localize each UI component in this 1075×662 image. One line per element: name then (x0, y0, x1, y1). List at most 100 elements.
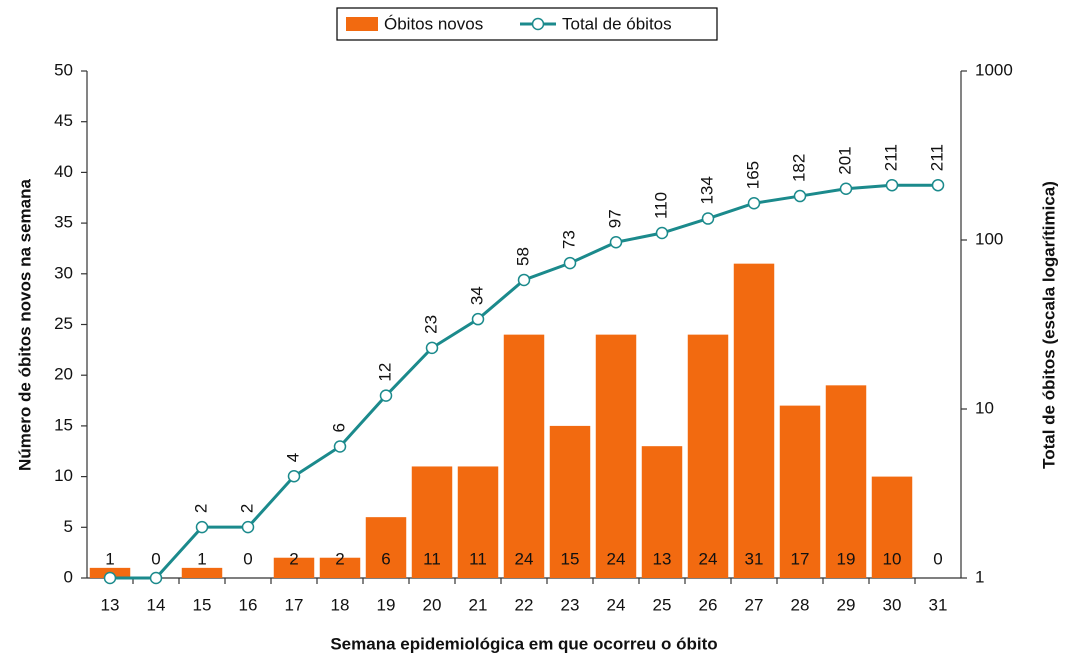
x-tick-label: 26 (699, 595, 718, 614)
x-tick-label: 31 (929, 595, 948, 614)
y-tick-label: 15 (54, 415, 73, 434)
line-value-label: 134 (697, 176, 716, 204)
line-value-label: 6 (329, 423, 348, 432)
x-tick-label: 21 (469, 595, 488, 614)
line-point (655, 226, 669, 240)
line-value-label: 2 (237, 504, 256, 513)
bar-value-label: 11 (469, 549, 487, 568)
x-tick-label: 22 (515, 595, 534, 614)
x-tick-label: 27 (745, 595, 764, 614)
bar (825, 385, 867, 578)
line-value-label: 58 (513, 247, 532, 266)
line-value-label: 73 (559, 230, 578, 249)
bar-value-label: 1 (197, 549, 206, 568)
bar-value-label: 2 (289, 549, 298, 568)
line-point (931, 178, 945, 192)
line-point (241, 520, 255, 534)
y-tick-label: 5 (64, 517, 73, 536)
bar (595, 334, 637, 578)
bar-value-label: 24 (607, 549, 626, 568)
y2-tick-label: 10 (975, 398, 994, 417)
bar-value-label: 11 (423, 549, 441, 568)
bar-value-label: 10 (883, 549, 902, 568)
line-point (793, 189, 807, 203)
line-value-label: 23 (421, 315, 440, 334)
x-tick-label: 17 (285, 595, 304, 614)
x-tick-label: 18 (331, 595, 350, 614)
y2-axis-label: Total de óbitos (escala logarítimica) (1039, 181, 1058, 469)
line-value-label: 201 (835, 146, 854, 174)
line-point (563, 256, 577, 270)
bar-value-label: 2 (335, 549, 344, 568)
legend-label: Óbitos novos (384, 14, 483, 33)
line-point (609, 235, 623, 249)
bar-value-label: 17 (791, 549, 810, 568)
bar (733, 263, 775, 578)
line-point (287, 470, 301, 483)
line-point (517, 273, 531, 287)
y-tick-label: 0 (64, 567, 73, 586)
y-tick-label: 10 (54, 466, 73, 485)
bar-value-label: 13 (653, 549, 672, 568)
line-value-label: 182 (789, 154, 808, 182)
bar (687, 334, 729, 578)
y-axis-label: Número de óbitos novos na semana (15, 179, 34, 471)
x-tick-label: 29 (837, 595, 856, 614)
y-tick-label: 25 (54, 314, 73, 333)
line-point (747, 196, 761, 210)
bar-value-label: 15 (561, 549, 580, 568)
line-value-label: 97 (605, 209, 624, 228)
line-value-label: 110 (651, 192, 670, 219)
y2-tick-label: 1 (975, 567, 984, 586)
bar (319, 557, 361, 578)
y-tick-label: 45 (54, 111, 73, 130)
bar (181, 567, 223, 578)
line-point (333, 440, 347, 453)
x-tick-label: 28 (791, 595, 810, 614)
x-tick-label: 13 (101, 595, 120, 614)
bar-value-label: 6 (381, 549, 390, 568)
bar (503, 334, 545, 578)
y-tick-label: 35 (54, 213, 73, 232)
line-point (195, 520, 209, 534)
y-tick-label: 30 (54, 263, 73, 282)
x-axis-label: Semana epidemiológica em que ocorreu o ó… (330, 634, 717, 653)
bar (871, 476, 913, 578)
line-value-label: 211 (881, 144, 900, 171)
bar (457, 466, 499, 578)
line-point (379, 389, 393, 402)
y-tick-label: 50 (54, 60, 73, 79)
line-point (885, 178, 899, 192)
bar-value-label: 24 (699, 549, 718, 568)
x-tick-label: 23 (561, 595, 580, 614)
bar-value-label: 1 (105, 549, 114, 568)
line-value-label: 211 (927, 144, 946, 171)
y2-tick-label: 100 (975, 229, 1003, 248)
x-tick-label: 24 (607, 595, 626, 614)
x-tick-label: 15 (193, 595, 212, 614)
bar (641, 446, 683, 578)
bar (779, 405, 821, 578)
bar-value-label: 31 (745, 549, 764, 568)
line-point (701, 212, 715, 225)
x-tick-label: 16 (239, 595, 258, 614)
line-point (425, 341, 439, 355)
legend-marker (531, 17, 545, 31)
line-point (471, 312, 485, 326)
bar (549, 425, 591, 578)
x-tick-label: 14 (147, 595, 166, 614)
line-value-label: 34 (467, 286, 486, 305)
legend-swatch (346, 17, 378, 31)
bar-value-label: 0 (151, 549, 160, 568)
x-tick-label: 19 (377, 595, 396, 614)
y-tick-label: 20 (54, 365, 73, 384)
line-point (839, 182, 853, 196)
legend-label: Total de óbitos (562, 14, 672, 33)
bar (273, 557, 315, 578)
line-point (149, 571, 163, 585)
line-value-label: 4 (283, 453, 302, 462)
bar-value-label: 0 (243, 549, 252, 568)
line-point (103, 571, 117, 585)
x-tick-label: 30 (883, 595, 902, 614)
